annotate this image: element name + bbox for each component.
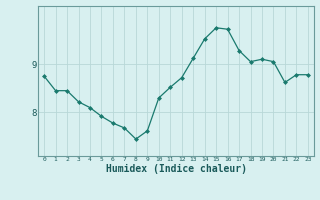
- X-axis label: Humidex (Indice chaleur): Humidex (Indice chaleur): [106, 164, 246, 174]
